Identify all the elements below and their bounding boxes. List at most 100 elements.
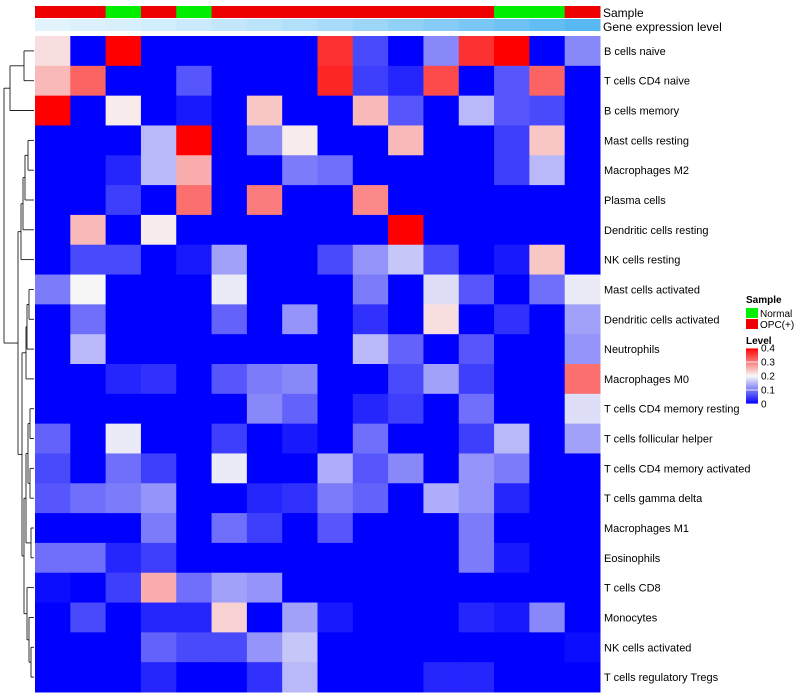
heatmap-cell xyxy=(458,185,495,216)
legend-sample-title: Sample xyxy=(746,295,782,306)
heatmap-cell xyxy=(458,632,495,663)
heatmap-cell xyxy=(105,65,142,97)
heatmap-cell xyxy=(494,423,530,454)
heatmap-cell xyxy=(282,453,318,484)
heatmap-cell xyxy=(176,513,213,544)
heatmap-cell xyxy=(105,662,142,693)
row-dendrogram xyxy=(3,50,34,678)
heatmap-cell xyxy=(105,244,142,276)
heatmap-cell xyxy=(564,244,601,276)
heatmap-cell xyxy=(246,632,283,663)
heatmap-cell xyxy=(352,155,389,186)
sample-annotation-cell xyxy=(35,6,71,18)
sample-annotation-cell xyxy=(352,6,389,18)
heatmap-cell xyxy=(494,632,530,663)
heatmap-cell xyxy=(246,453,283,484)
heatmap-cell xyxy=(35,155,71,186)
expression-annotation-cell xyxy=(458,19,495,31)
expression-annotation-cell xyxy=(388,19,424,31)
heatmap-cell xyxy=(494,214,530,246)
heatmap-cell xyxy=(70,125,107,156)
heatmap-cell xyxy=(35,602,71,633)
heatmap-cell xyxy=(176,483,213,514)
heatmap-cell xyxy=(529,393,566,425)
heatmap-cell xyxy=(529,214,566,246)
heatmap-cell xyxy=(211,632,248,663)
heatmap-cell xyxy=(352,95,389,126)
heatmap-cell xyxy=(458,304,495,335)
sample-annotation-cell xyxy=(70,6,107,18)
heatmap-cell xyxy=(140,334,177,365)
heatmap-cell xyxy=(529,542,566,574)
heatmap-cell xyxy=(35,214,71,246)
heatmap-cell xyxy=(352,65,389,97)
heatmap-cell xyxy=(423,304,460,335)
heatmap-cell xyxy=(317,125,354,156)
heatmap-cell xyxy=(70,602,107,633)
heatmap-cell xyxy=(388,453,424,484)
heatmap-cell xyxy=(388,244,424,276)
heatmap-cell xyxy=(494,36,530,67)
heatmap-cell xyxy=(70,513,107,544)
heatmap-cell xyxy=(423,155,460,186)
heatmap-cell xyxy=(564,572,601,604)
sample-annotation-cell xyxy=(494,6,530,18)
heatmap-cell xyxy=(105,214,142,246)
heatmap-cell xyxy=(317,513,354,544)
heatmap-cell xyxy=(282,334,318,365)
heatmap-cell xyxy=(176,274,213,305)
heatmap-cell xyxy=(140,364,177,395)
heatmap-cell xyxy=(317,95,354,126)
expression-annotation-cell xyxy=(423,19,460,31)
heatmap-cell xyxy=(529,483,566,514)
sample-annotation-cell xyxy=(211,6,248,18)
expression-annotation-cell xyxy=(317,19,354,31)
legend-tick-label: 0.2 xyxy=(761,372,775,383)
heatmap-cell xyxy=(388,542,424,574)
heatmap-cell xyxy=(211,364,248,395)
heatmap-cell xyxy=(352,393,389,425)
heatmap-cell xyxy=(564,453,601,484)
heatmap-cell xyxy=(352,423,389,454)
sample-annotation-cell xyxy=(564,6,601,18)
heatmap-cell xyxy=(282,602,318,633)
heatmap-cell xyxy=(317,542,354,574)
heatmap-cell xyxy=(352,364,389,395)
heatmap-cell xyxy=(211,274,248,305)
heatmap-cell xyxy=(564,214,601,246)
heatmap-cell xyxy=(317,214,354,246)
heatmap-cell xyxy=(35,185,71,216)
expression-annotation-cell xyxy=(246,19,283,31)
heatmap-cell xyxy=(458,572,495,604)
heatmap-cell xyxy=(140,423,177,454)
heatmap-cell xyxy=(140,155,177,186)
sample-annotation-cell xyxy=(317,6,354,18)
heatmap-cell xyxy=(423,185,460,216)
sample-annotation-cell xyxy=(105,6,142,18)
legend-level-title: Level xyxy=(746,336,772,347)
heatmap-cell xyxy=(105,274,142,305)
heatmap-cell xyxy=(352,334,389,365)
heatmap-cell xyxy=(70,364,107,395)
heatmap-cell xyxy=(211,155,248,186)
heatmap-cell xyxy=(246,542,283,574)
row-label: Dendritic cells activated xyxy=(604,314,720,326)
sample-annotation-cell xyxy=(140,6,177,18)
heatmap-cell xyxy=(282,244,318,276)
heatmap-cell xyxy=(352,453,389,484)
expression-annotation-cell xyxy=(105,19,142,31)
heatmap-cell xyxy=(494,393,530,425)
heatmap-cell xyxy=(282,572,318,604)
heatmap-cell xyxy=(529,364,566,395)
heatmap-cell xyxy=(529,602,566,633)
row-label: Neutrophils xyxy=(604,344,660,356)
heatmap-cell xyxy=(176,572,213,604)
heatmap-cell xyxy=(105,393,142,425)
legend: Sample Normal OPC(+) Level 0.4 0.3 0.2 0.1 0 xyxy=(746,295,794,411)
heatmap-cell xyxy=(35,542,71,574)
heatmap-cell xyxy=(246,274,283,305)
heatmap-cell xyxy=(317,334,354,365)
heatmap-cell xyxy=(211,65,248,97)
heatmap-cell xyxy=(317,364,354,395)
expression-annotation-cell xyxy=(211,19,248,31)
